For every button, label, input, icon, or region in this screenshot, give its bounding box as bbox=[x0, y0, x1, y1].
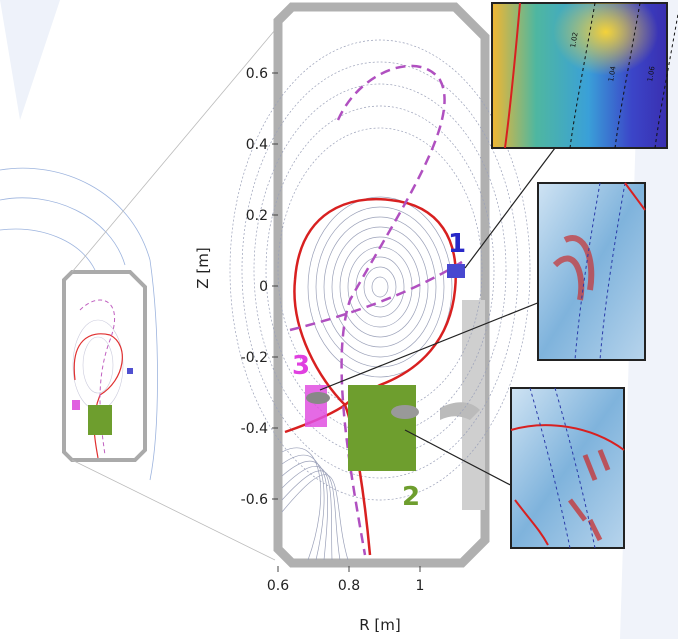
figure: 1 2 3 1.02 1.04 1.06 Z [m] R [m] 0.6 0.4 0… bbox=[0, 0, 678, 639]
vessel bbox=[278, 7, 485, 563]
region-3 bbox=[305, 385, 327, 427]
y-tick-label: -0.6 bbox=[241, 492, 268, 508]
region-label: 3 bbox=[292, 351, 310, 381]
region-label: 1 bbox=[448, 229, 466, 259]
mini-vessel bbox=[64, 272, 145, 460]
region-label: 2 bbox=[402, 482, 420, 512]
probe bbox=[391, 405, 419, 419]
y-tick-label: 0.4 bbox=[246, 137, 268, 153]
bg-shape bbox=[0, 0, 60, 120]
region-1 bbox=[447, 264, 465, 278]
x-tick-label: 0.8 bbox=[338, 578, 360, 594]
y-tick-label: 0 bbox=[259, 279, 268, 295]
inset-bottom bbox=[511, 388, 624, 548]
y-tick-label: 0.2 bbox=[246, 208, 268, 224]
y-tick-label: -0.4 bbox=[241, 421, 268, 437]
y-axis-label: Z [m] bbox=[194, 247, 212, 288]
inset-top: 1.02 1.04 1.06 bbox=[492, 3, 678, 148]
inset-middle bbox=[538, 183, 645, 360]
x-axis-label: R [m] bbox=[359, 616, 401, 634]
y-tick-label: 0.6 bbox=[246, 66, 268, 82]
x-tick-label: 0.6 bbox=[267, 578, 289, 594]
region-2 bbox=[348, 385, 416, 471]
y-tick-label: -0.2 bbox=[241, 350, 268, 366]
x-tick-label: 1 bbox=[416, 578, 425, 594]
tokamak-figure: 1 2 3 1.02 1.04 1.06 Z [m] R [m] 0.6 0.4 0… bbox=[0, 0, 678, 639]
probe bbox=[306, 392, 330, 404]
